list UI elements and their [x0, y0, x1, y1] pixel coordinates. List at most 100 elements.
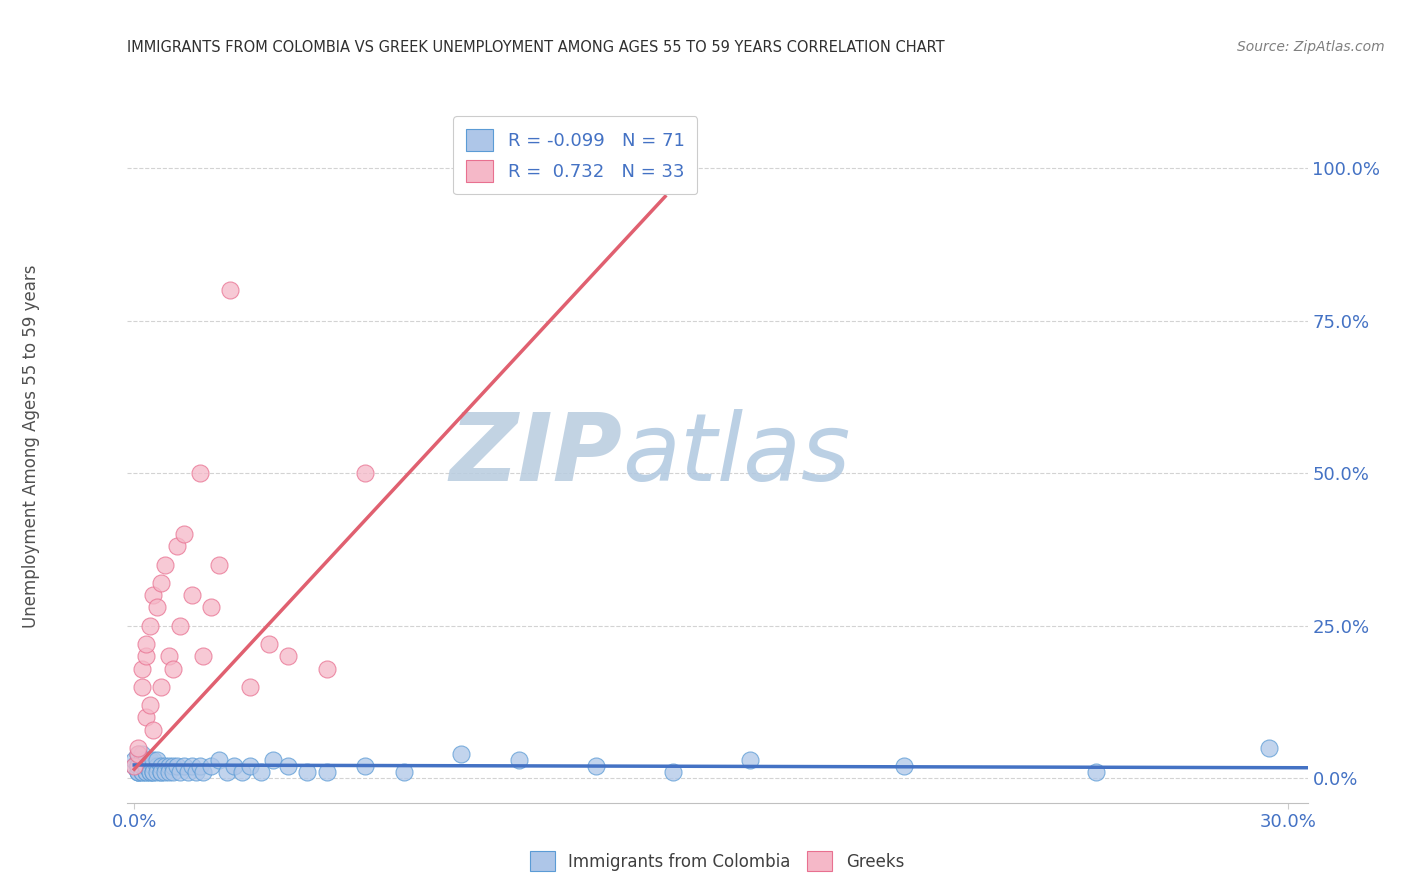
Point — [181, 759, 204, 773]
Point — [127, 765, 149, 780]
Point — [127, 740, 149, 755]
Point — [131, 753, 153, 767]
Point — [142, 765, 165, 780]
Point — [127, 753, 149, 767]
Point — [188, 759, 211, 773]
Point — [131, 759, 153, 773]
Point — [142, 753, 165, 767]
Point — [181, 588, 204, 602]
Point — [738, 753, 761, 767]
Point — [142, 765, 165, 780]
Text: Source: ZipAtlas.com: Source: ZipAtlas.com — [1237, 40, 1385, 54]
Point — [131, 680, 153, 694]
Point — [162, 765, 184, 780]
Text: Unemployment Among Ages 55 to 59 years: Unemployment Among Ages 55 to 59 years — [22, 264, 39, 628]
Point — [239, 680, 262, 694]
Point — [169, 619, 191, 633]
Point — [131, 765, 153, 780]
Point — [138, 698, 160, 713]
Point — [173, 759, 195, 773]
Point — [219, 283, 242, 297]
Point — [193, 649, 215, 664]
Point — [127, 765, 149, 780]
Point — [146, 759, 169, 773]
Point — [150, 765, 173, 780]
Point — [153, 765, 176, 780]
Point — [157, 759, 180, 773]
Point — [166, 540, 188, 554]
Point — [239, 759, 262, 773]
Point — [135, 710, 157, 724]
Point — [127, 765, 149, 780]
Point — [127, 759, 149, 773]
Point — [250, 765, 273, 780]
Point — [157, 765, 180, 780]
Point — [122, 753, 145, 767]
Point — [166, 759, 188, 773]
Text: IMMIGRANTS FROM COLOMBIA VS GREEK UNEMPLOYMENT AMONG AGES 55 TO 59 YEARS CORRELA: IMMIGRANTS FROM COLOMBIA VS GREEK UNEMPL… — [127, 40, 945, 55]
Point — [277, 649, 299, 664]
Text: ZIP: ZIP — [450, 409, 623, 501]
Point — [138, 765, 160, 780]
Point — [193, 765, 215, 780]
Point — [138, 759, 160, 773]
Point — [392, 765, 415, 780]
Point — [1085, 765, 1108, 780]
Text: atlas: atlas — [623, 409, 851, 500]
Point — [508, 753, 530, 767]
Point — [231, 765, 253, 780]
Point — [893, 759, 915, 773]
Point — [150, 680, 173, 694]
Point — [173, 527, 195, 541]
Point — [450, 747, 472, 761]
Point — [354, 759, 377, 773]
Point — [215, 765, 238, 780]
Point — [153, 759, 176, 773]
Point — [188, 467, 211, 481]
Point — [662, 161, 685, 175]
Point — [138, 619, 160, 633]
Point — [150, 765, 173, 780]
Point — [127, 747, 149, 761]
Point — [122, 759, 145, 773]
Point — [662, 765, 685, 780]
Point — [142, 588, 165, 602]
Point — [135, 649, 157, 664]
Point — [184, 765, 207, 780]
Point — [177, 765, 200, 780]
Point — [142, 723, 165, 737]
Point — [150, 759, 173, 773]
Point — [135, 759, 157, 773]
Point — [224, 759, 246, 773]
Point — [135, 753, 157, 767]
Point — [150, 576, 173, 591]
Point — [135, 637, 157, 651]
Point — [262, 753, 284, 767]
Point — [131, 753, 153, 767]
Legend: Immigrants from Colombia, Greeks: Immigrants from Colombia, Greeks — [523, 845, 911, 878]
Point — [131, 759, 153, 773]
Point — [146, 765, 169, 780]
Point — [135, 765, 157, 780]
Point — [157, 649, 180, 664]
Point — [138, 765, 160, 780]
Point — [257, 637, 280, 651]
Point — [131, 765, 153, 780]
Point — [146, 753, 169, 767]
Point — [135, 759, 157, 773]
Point — [1258, 740, 1281, 755]
Point — [127, 759, 149, 773]
Point — [127, 759, 149, 773]
Point — [138, 753, 160, 767]
Point — [208, 753, 231, 767]
Point — [200, 600, 222, 615]
Point — [200, 759, 222, 773]
Point — [131, 661, 153, 675]
Point — [315, 765, 337, 780]
Point — [354, 467, 377, 481]
Point — [153, 558, 176, 572]
Point — [162, 759, 184, 773]
Point — [315, 661, 337, 675]
Point — [277, 759, 299, 773]
Point — [135, 765, 157, 780]
